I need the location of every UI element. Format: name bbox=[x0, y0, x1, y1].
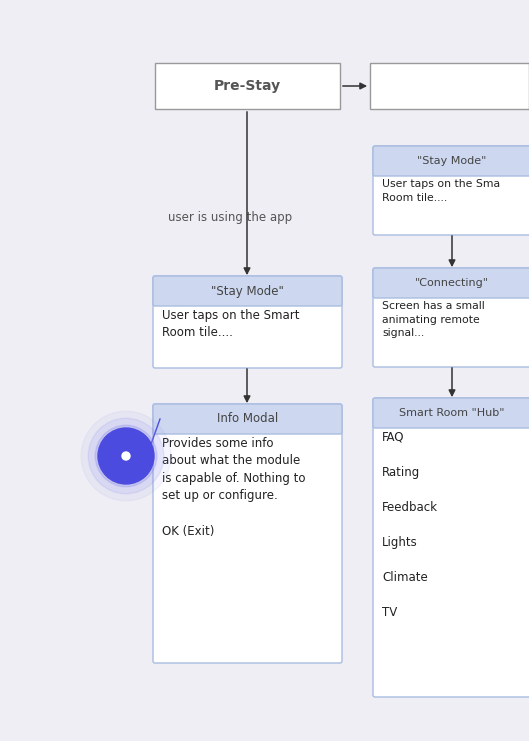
FancyBboxPatch shape bbox=[155, 63, 340, 109]
FancyBboxPatch shape bbox=[373, 398, 529, 428]
Text: Provides some info
about what the module
is capable of. Nothing to
set up or con: Provides some info about what the module… bbox=[162, 437, 306, 537]
FancyBboxPatch shape bbox=[153, 276, 342, 306]
FancyBboxPatch shape bbox=[373, 268, 529, 298]
Text: Pre-Stay: Pre-Stay bbox=[214, 79, 281, 93]
FancyBboxPatch shape bbox=[373, 398, 529, 697]
Circle shape bbox=[81, 411, 171, 501]
Text: FAQ

Rating

Feedback

Lights

Climate

TV: FAQ Rating Feedback Lights Climate TV bbox=[382, 431, 438, 619]
FancyBboxPatch shape bbox=[373, 146, 529, 235]
Circle shape bbox=[98, 428, 154, 484]
Text: "Connecting": "Connecting" bbox=[415, 278, 489, 288]
Circle shape bbox=[122, 452, 130, 460]
Text: Info Modal: Info Modal bbox=[217, 413, 278, 425]
Text: "Stay Mode": "Stay Mode" bbox=[211, 285, 284, 297]
Text: Screen has a small
animating remote
signal...: Screen has a small animating remote sign… bbox=[382, 301, 485, 338]
FancyBboxPatch shape bbox=[373, 146, 529, 176]
FancyBboxPatch shape bbox=[373, 268, 529, 367]
Text: "Stay Mode": "Stay Mode" bbox=[417, 156, 487, 166]
Circle shape bbox=[95, 425, 157, 487]
Text: User taps on the Smart
Room tile....: User taps on the Smart Room tile.... bbox=[162, 309, 299, 339]
Text: Smart Room "Hub": Smart Room "Hub" bbox=[399, 408, 505, 418]
Text: User taps on the Sma
Room tile....: User taps on the Sma Room tile.... bbox=[382, 179, 500, 202]
FancyBboxPatch shape bbox=[153, 404, 342, 434]
FancyBboxPatch shape bbox=[370, 63, 529, 109]
Circle shape bbox=[88, 418, 164, 494]
FancyBboxPatch shape bbox=[153, 276, 342, 368]
FancyBboxPatch shape bbox=[153, 404, 342, 663]
Text: user is using the app: user is using the app bbox=[168, 211, 292, 225]
